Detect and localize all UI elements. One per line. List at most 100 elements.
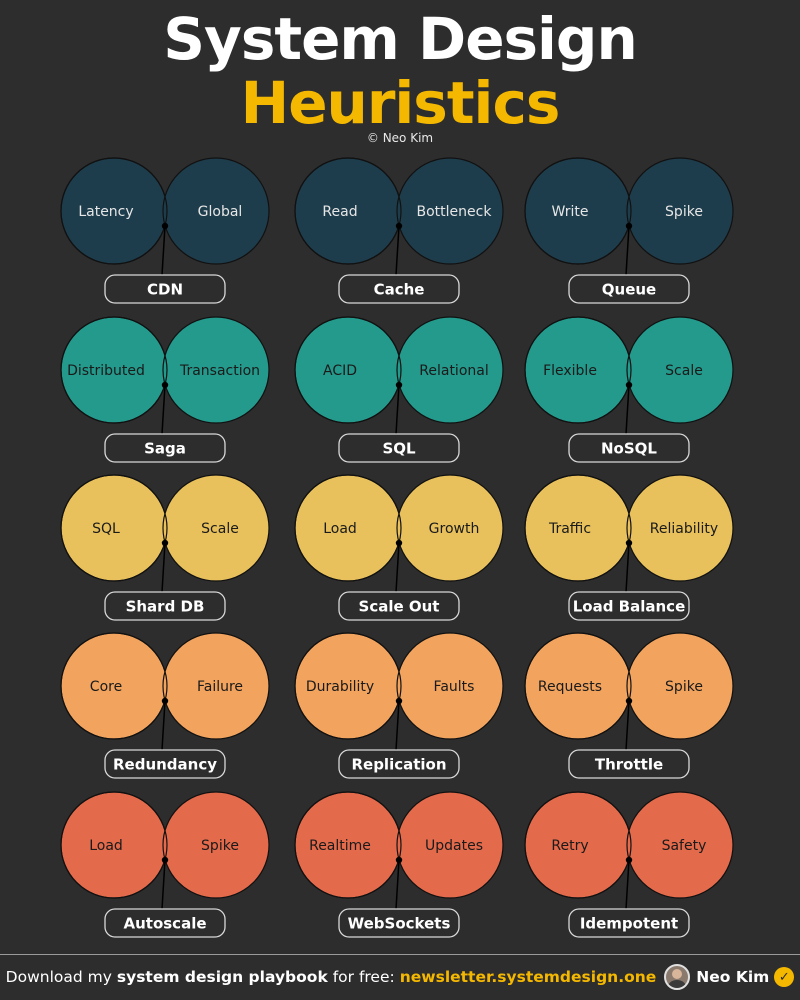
- venn-right-label: Scale: [665, 363, 703, 379]
- footer-middle: for free:: [332, 968, 395, 986]
- venn-left-label: Read: [322, 204, 357, 220]
- result-pill: [568, 433, 690, 463]
- venn-right-label: Growth: [429, 521, 480, 537]
- venn-overlap-outline: [294, 316, 402, 424]
- venn-circle-right: [396, 157, 504, 265]
- venn-left-label: Write: [552, 204, 589, 220]
- result-label: Replication: [351, 756, 446, 774]
- venn-right-label: Spike: [665, 204, 703, 220]
- venn-overlap-outline: [524, 157, 632, 265]
- verified-check-icon: ✓: [774, 967, 795, 987]
- connector-line: [395, 384, 400, 435]
- venn-circle-right: [396, 791, 504, 899]
- venn-left-label: Requests: [538, 679, 602, 695]
- connector-line: [625, 859, 630, 910]
- venn-right-label: Global: [198, 204, 243, 220]
- venn-right-label: Failure: [197, 679, 243, 695]
- venn-left-label: Retry: [551, 838, 588, 854]
- connector-line: [161, 225, 166, 276]
- venn-diagram: Latency Global CDN: [60, 157, 270, 304]
- connector-line: [625, 700, 630, 751]
- venn-overlap-outline: [294, 474, 402, 582]
- venn-left-label: Traffic: [548, 521, 591, 537]
- venn-left-label: Load: [323, 521, 357, 537]
- result-pill: [568, 274, 690, 304]
- footer: Download my system design playbook for f…: [0, 958, 800, 996]
- connector-line: [625, 225, 630, 276]
- connector-line: [395, 859, 400, 910]
- venn-circle-right: [626, 316, 734, 424]
- footer-bold-text: system design playbook: [116, 968, 328, 986]
- venn-right-label: Spike: [665, 679, 703, 695]
- venn-left-label: Core: [90, 679, 122, 695]
- venn-diagram: ACID Relational SQL: [294, 316, 504, 463]
- result-label: WebSockets: [348, 915, 451, 933]
- venn-left-label: Latency: [78, 204, 133, 220]
- venn-diagram: Flexible Scale NoSQL: [524, 316, 734, 463]
- result-label: Cache: [374, 281, 425, 299]
- result-pill: [104, 274, 226, 304]
- connector-line: [161, 542, 166, 593]
- connector-line: [625, 542, 630, 593]
- newsletter-link[interactable]: newsletter.systemdesign.one: [399, 968, 657, 986]
- venn-grid: Latency Global CDN Read Bottleneck Cache Write…: [60, 157, 734, 938]
- venn-left-label: Realtime: [309, 838, 371, 854]
- venn-right-label: Scale: [201, 521, 239, 537]
- result-pill: [104, 591, 226, 621]
- venn-overlap-outline: [294, 791, 402, 899]
- venn-left-label: ACID: [323, 363, 357, 379]
- venn-overlap-outline: [524, 316, 632, 424]
- venn-overlap-outline: [524, 632, 632, 740]
- author-name: Neo Kim: [696, 968, 770, 986]
- connector-line: [161, 859, 166, 910]
- footer-divider: [0, 954, 800, 955]
- venn-left-label: Durability: [306, 679, 374, 695]
- footer-prefix: Download my: [5, 968, 112, 986]
- venn-overlap-outline: [60, 316, 168, 424]
- result-label: Redundancy: [113, 756, 217, 774]
- result-pill: [568, 749, 690, 779]
- result-pill: [568, 908, 690, 938]
- result-label: Shard DB: [126, 598, 205, 616]
- result-pill: [338, 749, 460, 779]
- connector-line: [395, 225, 400, 276]
- title-line-2: Heuristics: [240, 69, 561, 137]
- venn-right-label: Relational: [419, 363, 488, 379]
- result-label: Throttle: [595, 756, 663, 774]
- result-label: Load Balance: [573, 598, 686, 616]
- result-pill: [338, 908, 460, 938]
- venn-diagram: SQL Scale Shard DB: [60, 474, 270, 621]
- venn-diagram: Write Spike Queue: [524, 157, 734, 304]
- venn-diagram: Realtime Updates WebSockets: [294, 791, 504, 938]
- venn-diagram: Read Bottleneck Cache: [294, 157, 504, 304]
- venn-right-label: Transaction: [179, 363, 260, 379]
- result-pill: [338, 591, 460, 621]
- venn-diagram: Requests Spike Throttle: [524, 632, 734, 779]
- connector-line: [395, 700, 400, 751]
- venn-overlap-outline: [60, 632, 168, 740]
- result-label: Idempotent: [580, 915, 678, 933]
- venn-right-label: Spike: [201, 838, 239, 854]
- venn-right-label: Safety: [662, 838, 707, 854]
- venn-diagram: Traffic Reliability Load Balance: [524, 474, 734, 621]
- venn-overlap-outline: [60, 791, 168, 899]
- connector-line: [161, 700, 166, 751]
- venn-right-label: Faults: [434, 679, 475, 695]
- venn-circle-right: [162, 474, 270, 582]
- venn-circle-right: [396, 316, 504, 424]
- venn-diagram: Load Growth Scale Out: [294, 474, 504, 621]
- result-label: Autoscale: [123, 915, 206, 933]
- result-label: Saga: [144, 440, 186, 458]
- result-pill: [104, 433, 226, 463]
- venn-right-label: Updates: [425, 838, 483, 854]
- title-line-1: System Design: [163, 5, 638, 73]
- venn-circle-right: [162, 316, 270, 424]
- venn-overlap-outline: [60, 157, 168, 265]
- venn-circle-right: [626, 791, 734, 899]
- result-label: CDN: [147, 281, 183, 299]
- venn-diagram: Retry Safety Idempotent: [524, 791, 734, 938]
- venn-overlap-outline: [524, 791, 632, 899]
- venn-circle-right: [162, 791, 270, 899]
- result-pill: [104, 749, 226, 779]
- copyright-text: © Neo Kim: [366, 131, 434, 145]
